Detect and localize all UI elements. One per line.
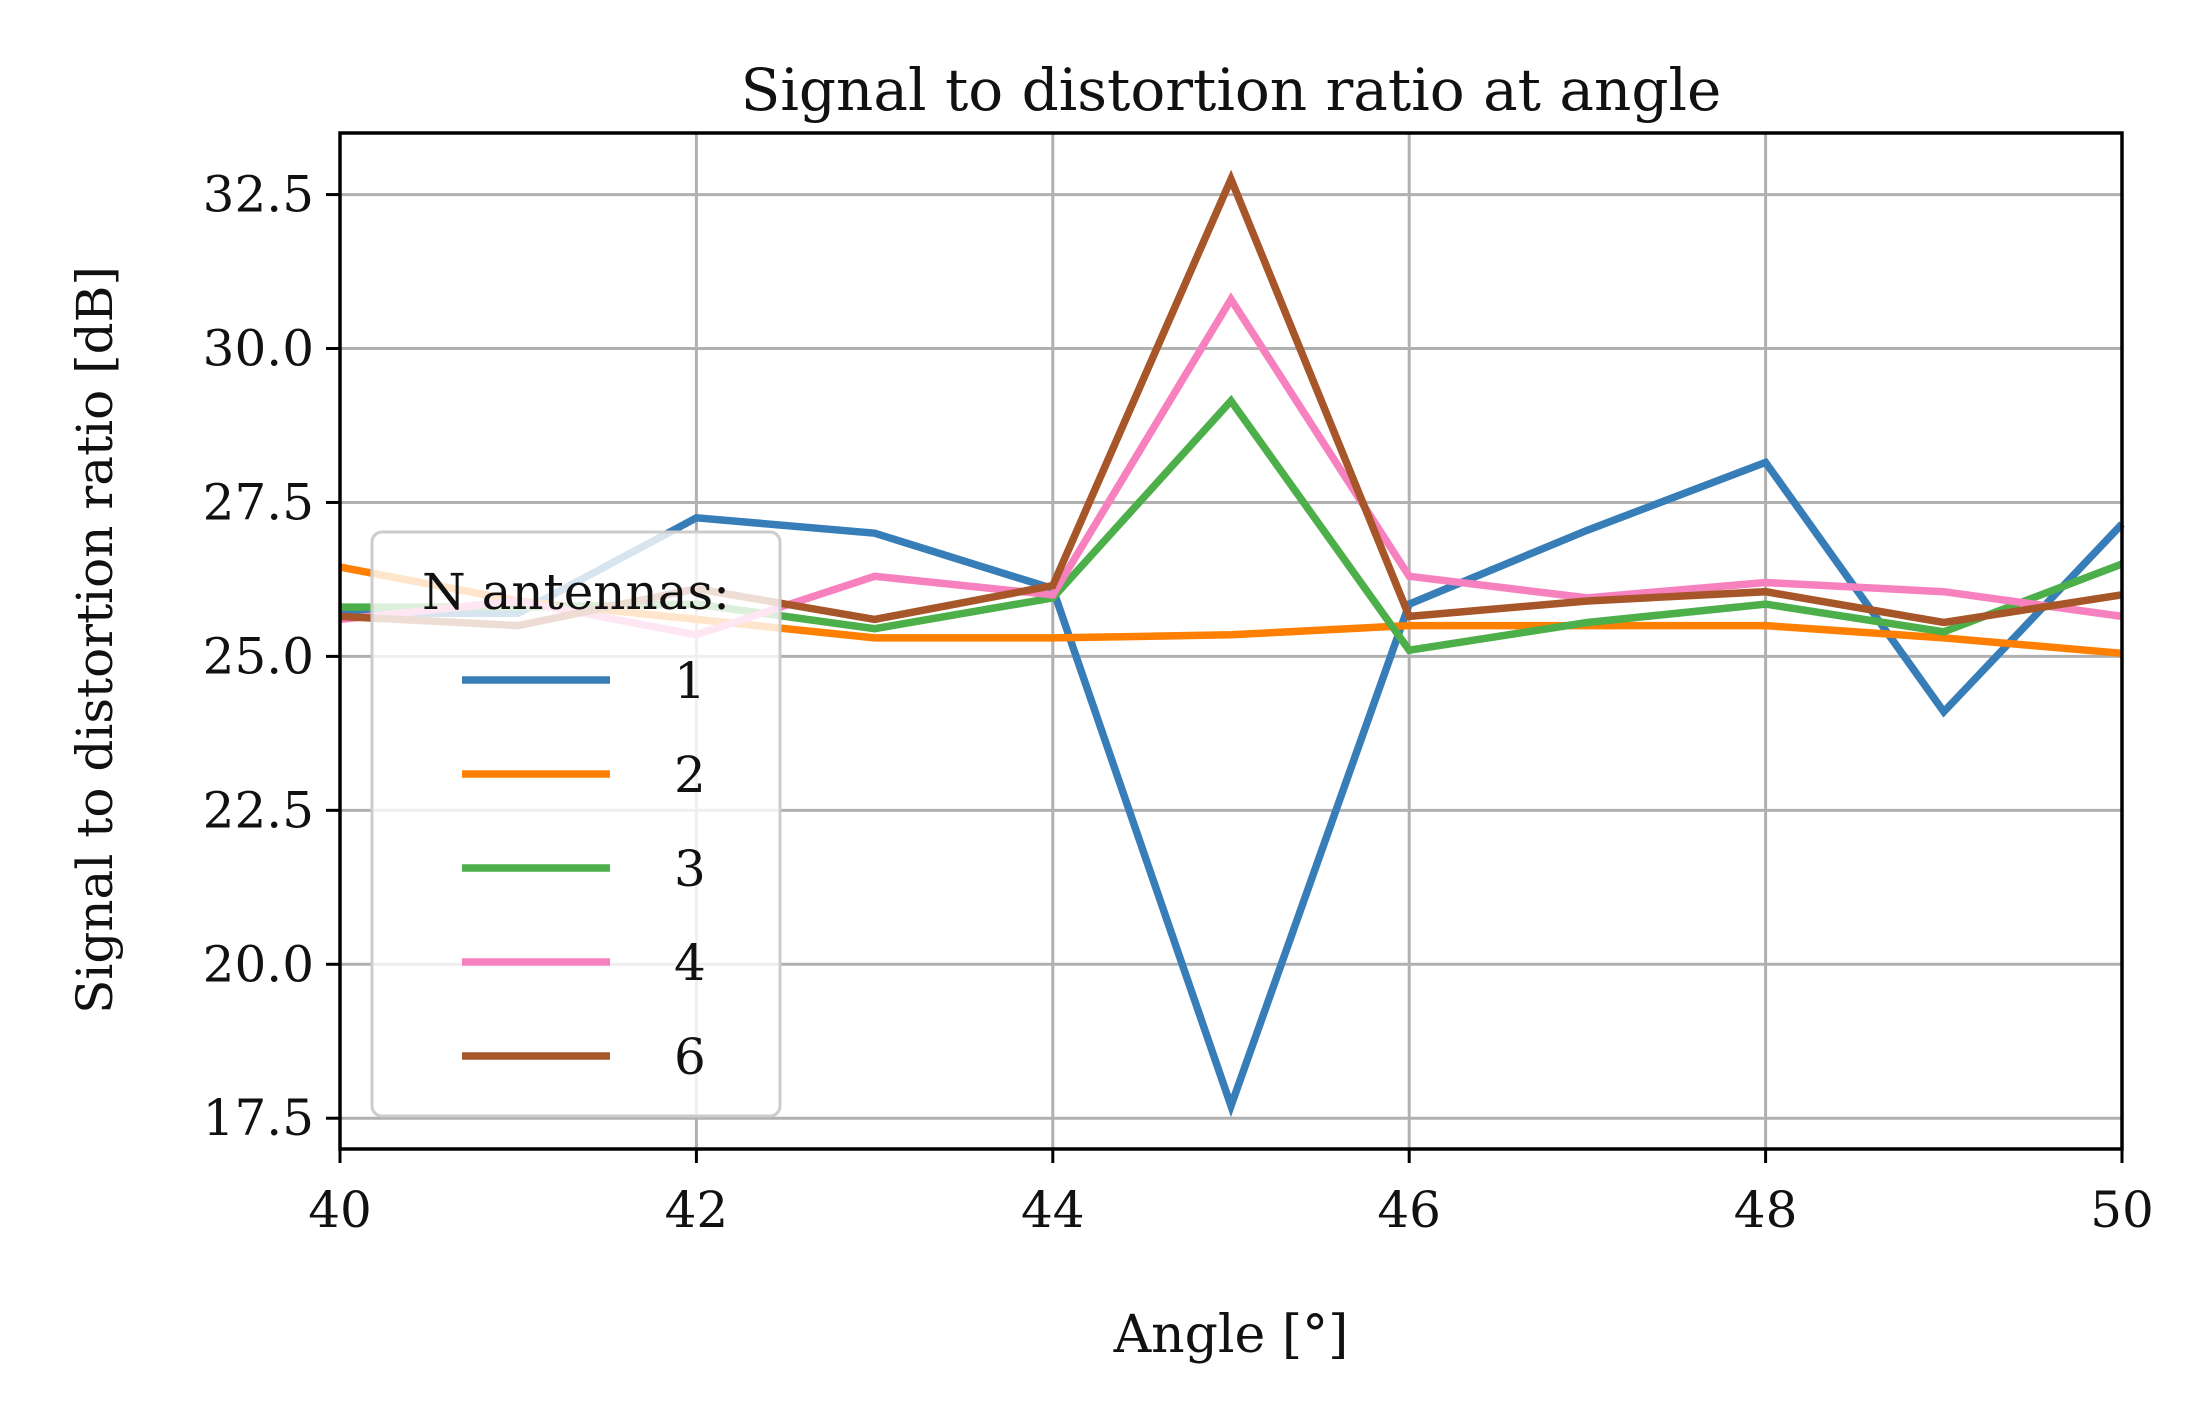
x-tick-label: 44 [1021, 1181, 1085, 1239]
y-axis-label: Signal to distortion ratio [dB] [66, 266, 124, 1014]
plot-frame [338, 131, 2124, 1151]
legend: N antennas: 1 2 3 4 6 [370, 530, 782, 1118]
x-axis-label: Angle [°] [1113, 1305, 1349, 1365]
y-tick-label: 25.0 [203, 627, 314, 685]
legend-label-3: 3 [674, 840, 706, 898]
x-tick-label: 48 [1734, 1181, 1798, 1239]
y-tick-label: 32.5 [203, 166, 314, 224]
legend-label-1: 1 [674, 652, 706, 710]
y-tick-label: 22.5 [203, 781, 314, 839]
y-tick-label: 30.0 [203, 320, 314, 378]
x-tick-label: 50 [2090, 1181, 2154, 1239]
y-tick-label: 20.0 [203, 935, 314, 993]
legend-label-2: 2 [674, 746, 706, 804]
legend-title: N antennas: [422, 563, 730, 621]
legend-label-6: 6 [674, 1028, 706, 1086]
x-tick-label: 46 [1377, 1181, 1441, 1239]
y-tick-label: 17.5 [203, 1089, 314, 1147]
x-tick-label: 42 [665, 1181, 729, 1239]
legend-label-4: 4 [674, 934, 706, 992]
y-tick-label: 27.5 [203, 473, 314, 531]
x-tick-label: 40 [308, 1181, 372, 1239]
chart-title: Signal to distortion ratio at angle [741, 56, 1722, 124]
